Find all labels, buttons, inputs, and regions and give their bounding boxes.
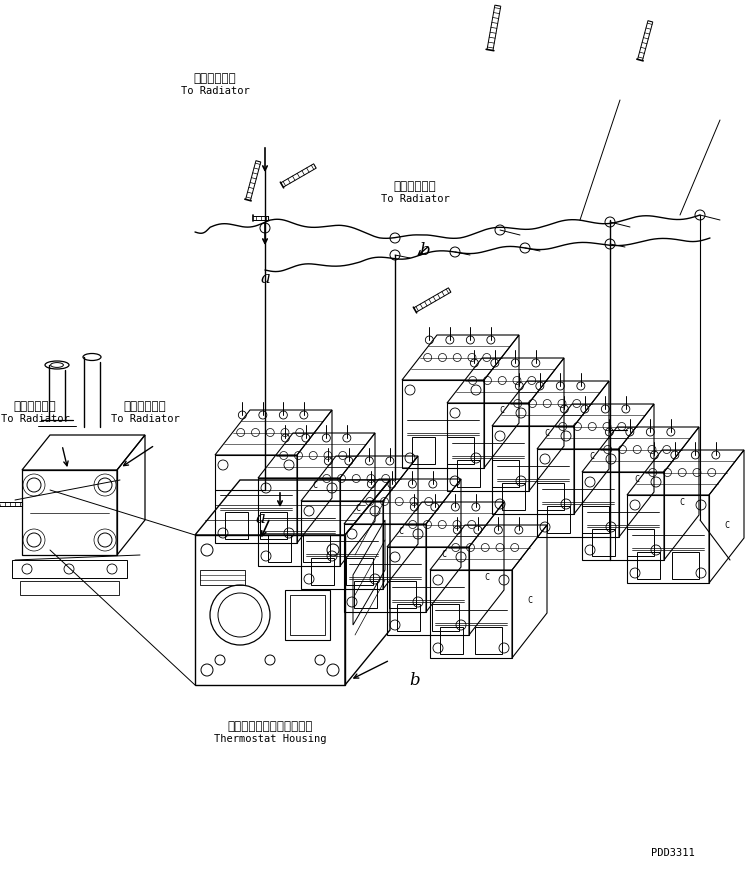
Text: ラジェータへ: ラジェータへ bbox=[194, 72, 236, 85]
Text: C: C bbox=[634, 475, 639, 484]
Text: b: b bbox=[420, 242, 430, 259]
Text: ラジェータへ: ラジェータへ bbox=[394, 180, 436, 193]
Text: To Radiator: To Radiator bbox=[111, 414, 179, 424]
Text: C: C bbox=[544, 429, 549, 438]
Text: サーモスタットハウジング: サーモスタットハウジング bbox=[227, 720, 313, 733]
Text: C: C bbox=[679, 498, 684, 507]
Text: Thermostat Housing: Thermostat Housing bbox=[214, 734, 326, 744]
Text: PDD3311: PDD3311 bbox=[651, 848, 695, 858]
Text: C: C bbox=[312, 481, 317, 490]
Text: C: C bbox=[527, 596, 532, 605]
Text: C: C bbox=[398, 527, 403, 536]
Text: a: a bbox=[255, 510, 265, 527]
Text: b: b bbox=[410, 672, 420, 689]
Text: C: C bbox=[589, 452, 594, 461]
Text: ラジェータへ: ラジェータへ bbox=[13, 400, 56, 413]
Text: C: C bbox=[724, 521, 729, 530]
Text: To Radiator: To Radiator bbox=[181, 86, 249, 96]
Text: To Radiator: To Radiator bbox=[380, 194, 449, 204]
Text: a: a bbox=[260, 270, 270, 287]
Text: To Radiator: To Radiator bbox=[1, 414, 69, 424]
Text: C: C bbox=[441, 550, 446, 559]
Text: C: C bbox=[484, 573, 489, 582]
Text: C: C bbox=[499, 406, 504, 415]
Text: C: C bbox=[355, 504, 360, 513]
Text: ラジェータへ: ラジェータへ bbox=[124, 400, 166, 413]
